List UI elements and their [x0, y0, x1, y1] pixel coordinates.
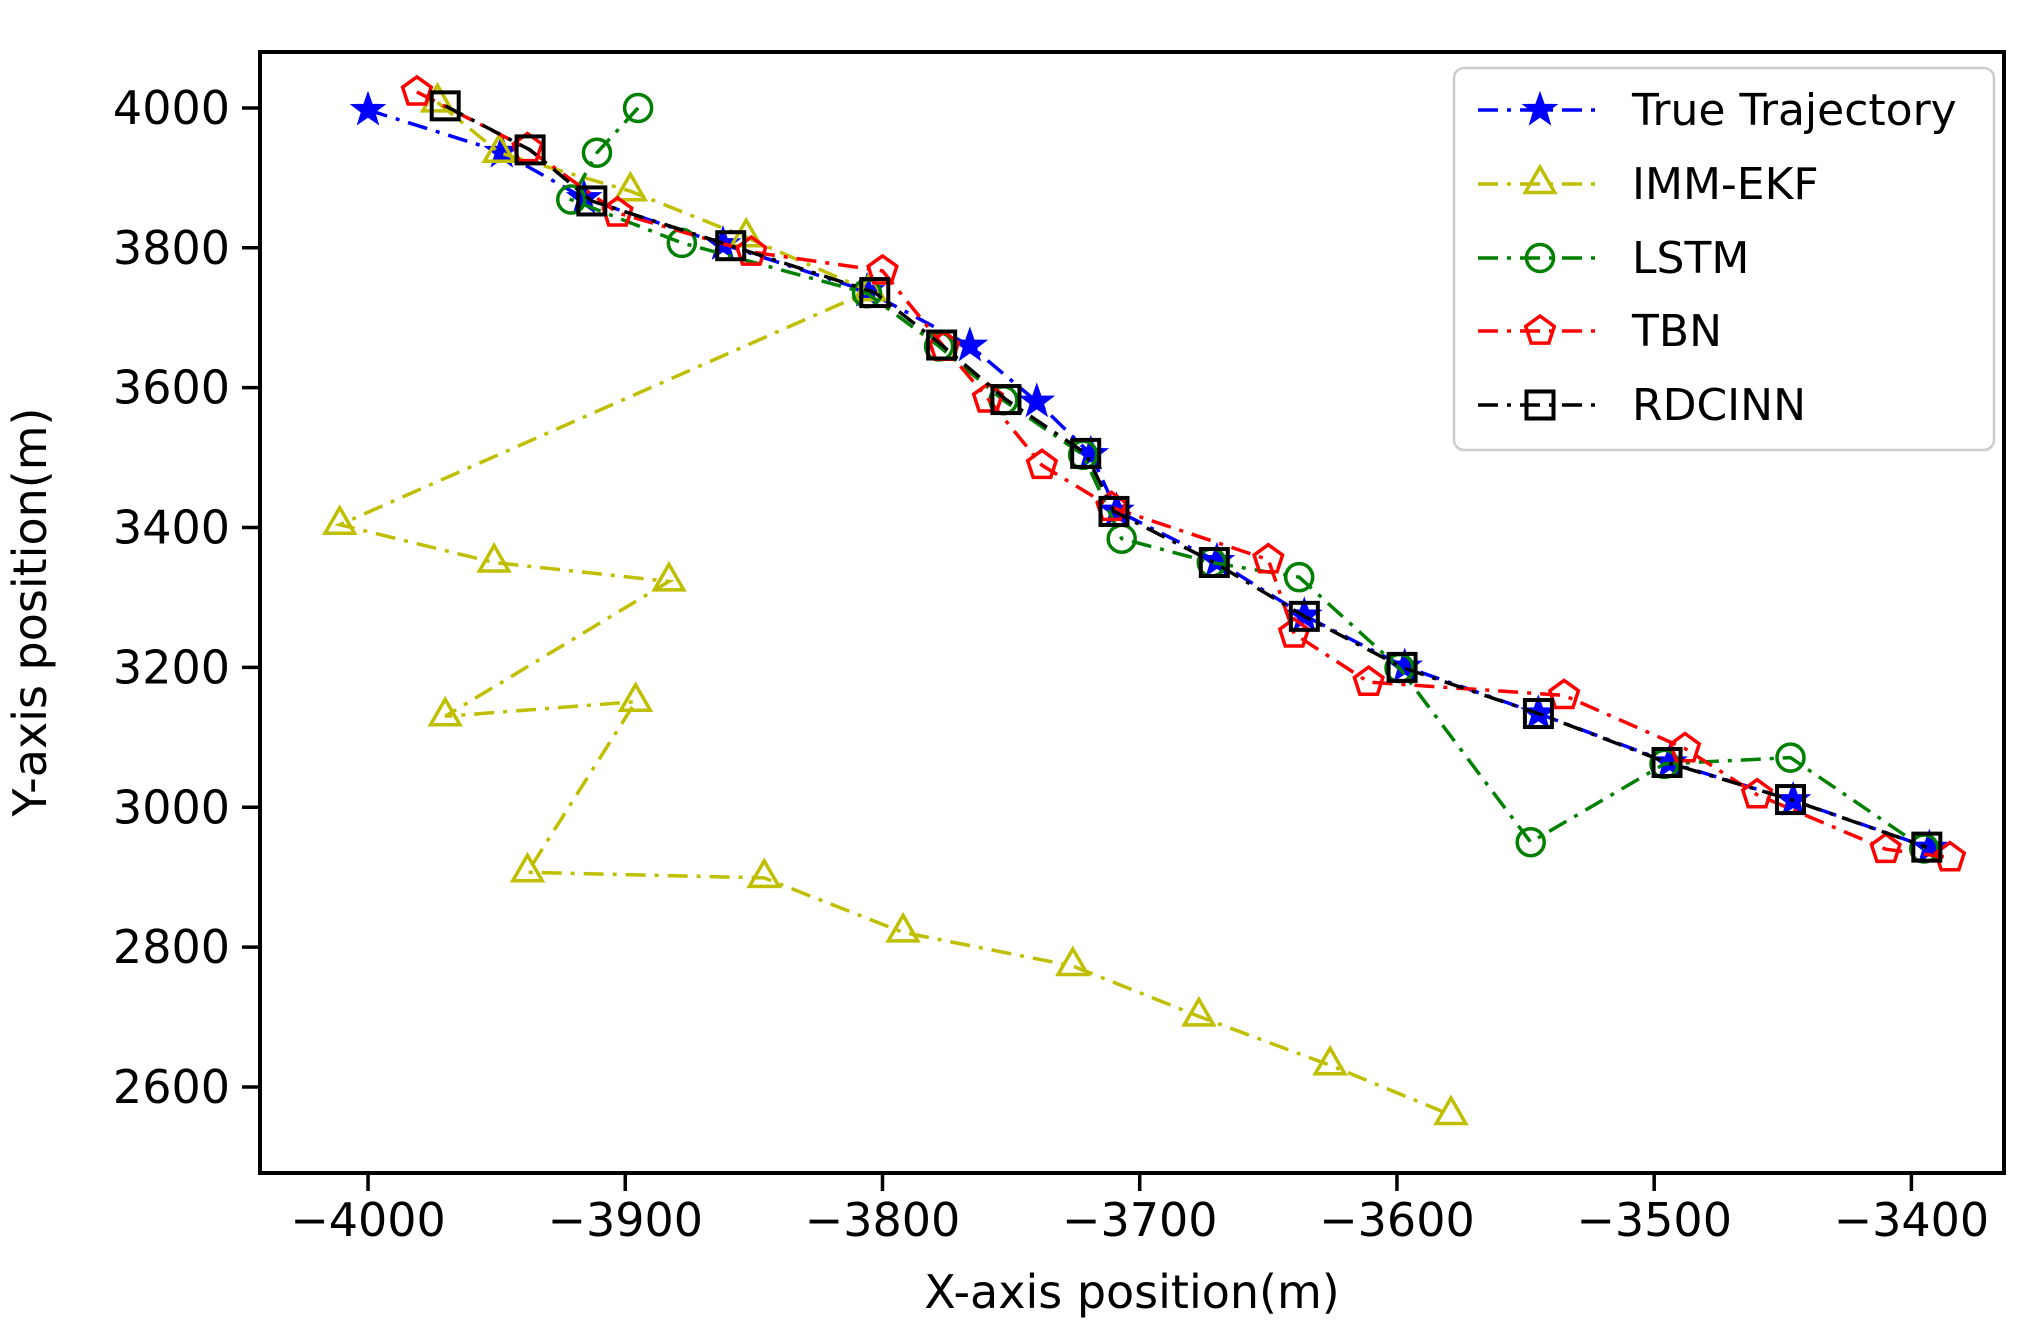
series-marker-imm-ekf — [746, 857, 782, 889]
y-tick-label: 3800 — [113, 221, 230, 275]
series-marker-tbn — [1547, 678, 1581, 710]
series-marker-rdcinn — [1775, 784, 1807, 816]
series-rdcinn — [429, 90, 1943, 863]
x-tick-label: −3800 — [805, 1193, 961, 1247]
series-marker-tbn — [734, 234, 768, 266]
series-marker-rdcinn — [926, 329, 958, 361]
pentagon-icon — [1523, 313, 1557, 345]
triangle-icon — [1522, 163, 1558, 195]
series-marker-rdcinn — [1198, 546, 1230, 578]
series-marker-tbn — [1668, 731, 1702, 763]
legend-item-true-trajectory: True Trajectory — [1478, 85, 1957, 136]
series-marker-true-trajectory — [349, 90, 387, 126]
y-tick-label: 3200 — [113, 640, 230, 694]
series-line-rdcinn — [444, 104, 1928, 849]
series-line-tbn — [416, 90, 1951, 860]
legend-label: RDCINN — [1632, 380, 1806, 431]
legend-item-lstm: LSTM — [1478, 233, 1749, 284]
series-marker-lstm — [622, 92, 654, 124]
series-marker-rdcinn — [429, 90, 461, 122]
y-tick-label: 2800 — [113, 920, 230, 974]
series-line-imm-ekf — [334, 101, 1452, 1117]
plot-frame — [258, 50, 2006, 1175]
x-tick-label: −4000 — [290, 1193, 446, 1247]
series-marker-tbn — [1352, 664, 1385, 696]
series-marker-rdcinn — [1098, 495, 1130, 527]
x-axis-title: X-axis position(m) — [924, 1265, 1340, 1319]
legend-item-tbn: TBN — [1478, 306, 1722, 357]
series-marker-lstm — [1283, 561, 1315, 593]
series-marker-imm-ekf — [1055, 945, 1091, 977]
series-marker-tbn — [400, 74, 434, 106]
x-tick-label: −3400 — [1834, 1193, 1990, 1247]
series-marker-imm-ekf — [651, 560, 687, 592]
y-tick-label: 4000 — [113, 81, 230, 135]
series-marker-rdcinn — [859, 277, 891, 309]
series-marker-rdcinn — [1288, 600, 1320, 632]
series-marker-rdcinn — [1070, 437, 1102, 469]
y-tick-label: 2600 — [113, 1060, 230, 1114]
series-marker-lstm — [1775, 742, 1806, 773]
series-marker-rdcinn — [576, 185, 608, 217]
series-marker-rdcinn — [1522, 698, 1554, 730]
legend-label: IMM-EKF — [1632, 159, 1819, 210]
y-tick-label: 3000 — [113, 780, 230, 834]
legend-label: TBN — [1631, 306, 1722, 357]
x-tick-label: −3900 — [547, 1193, 703, 1247]
square-icon — [1524, 389, 1556, 421]
series-marker-tbn — [1869, 832, 1902, 864]
circle-icon — [1524, 242, 1556, 274]
legend-item-rdcinn: RDCINN — [1478, 380, 1806, 431]
series-marker-imm-ekf — [885, 911, 921, 943]
legend-label: True Trajectory — [1631, 85, 1957, 136]
y-tick-label: 3400 — [113, 501, 230, 555]
series-marker-imm-ekf — [1181, 995, 1217, 1027]
series-marker-imm-ekf — [509, 851, 546, 883]
series-marker-true-trajectory — [1018, 382, 1056, 418]
series-marker-tbn — [1252, 542, 1285, 574]
series-marker-rdcinn — [514, 134, 546, 166]
series-marker-rdcinn — [1651, 747, 1683, 779]
series-marker-tbn — [1277, 616, 1311, 648]
legend: True Trajectory IMM-EKF LSTM TBN RDCINN — [1452, 66, 1996, 452]
x-tick-label: −3600 — [1319, 1193, 1475, 1247]
legend-item-imm-ekf: IMM-EKF — [1478, 159, 1819, 210]
y-tick-label: 3600 — [113, 361, 230, 415]
series-marker-lstm — [555, 184, 587, 215]
legend-label: LSTM — [1632, 233, 1749, 284]
series-marker-imm-ekf — [476, 541, 512, 573]
series-marker-rdcinn — [1911, 831, 1943, 863]
series-marker-imm-ekf — [1433, 1094, 1469, 1126]
series-marker-imm-ekf — [617, 681, 654, 712]
x-tick-label: −3700 — [1062, 1193, 1218, 1247]
axes-layer: −4000 −3900 −3800 −3700 −3600 −3500 −3400 2600 2… — [113, 50, 2006, 1247]
x-tick-label: −3500 — [1576, 1193, 1732, 1247]
y-axis-title: Y-axis position(m) — [3, 408, 57, 818]
series-marker-tbn — [1025, 448, 1059, 480]
series-marker-imm-ekf — [321, 504, 358, 535]
series-marker-tbn — [1933, 840, 1967, 872]
series-marker-rdcinn — [1386, 651, 1418, 683]
series-marker-rdcinn — [990, 384, 1022, 416]
series-marker-lstm — [1515, 826, 1546, 858]
series-marker-imm-ekf — [427, 695, 463, 727]
legend-frame — [1452, 66, 1996, 452]
series-marker-imm-ekf — [1312, 1044, 1348, 1076]
series-marker-tbn — [866, 253, 899, 285]
series-marker-imm-ekf — [612, 170, 649, 202]
series-marker-rdcinn — [715, 230, 747, 262]
series-marker-lstm — [581, 137, 613, 168]
series-marker-imm-ekf — [481, 132, 517, 163]
series-layer — [321, 74, 1967, 1126]
series-marker-tbn — [1740, 777, 1774, 809]
star-icon — [1521, 90, 1559, 126]
